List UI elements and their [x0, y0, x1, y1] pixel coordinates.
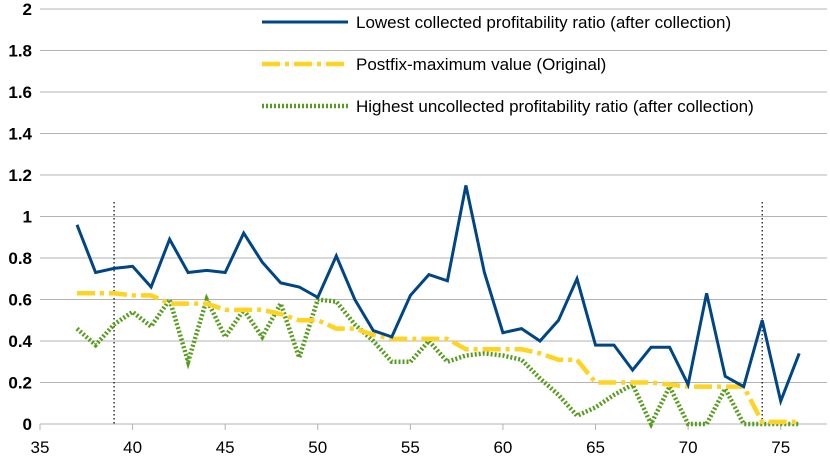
- series-line-2: [75, 293, 800, 430]
- y-tick-label-4: 0.8: [8, 249, 32, 268]
- x-tick-label-8: 75: [771, 438, 790, 457]
- legend-label-0: Lowest collected profitability ratio (af…: [356, 13, 731, 32]
- legend-label-2: Highest uncollected profitability ratio …: [356, 97, 754, 116]
- y-tick-label-5: 1: [23, 208, 32, 227]
- x-tick-label-2: 45: [216, 438, 235, 457]
- legend: Lowest collected profitability ratio (af…: [262, 13, 754, 116]
- y-tick-label-0: 0: [23, 415, 32, 434]
- y-tick-label-1: 0.2: [8, 374, 32, 393]
- y-tick-label-3: 0.6: [8, 291, 32, 310]
- series-line-1: [77, 291, 800, 425]
- legend-label-1: Postfix-maximum value (Original): [356, 55, 606, 74]
- vertical-markers: [113, 201, 763, 424]
- series-lines: [75, 185, 801, 430]
- series-line-0: [75, 185, 801, 407]
- x-tick-label-7: 70: [679, 438, 698, 457]
- grid-lines: [40, 8, 827, 383]
- x-tick-label-0: 35: [31, 438, 50, 457]
- y-tick-label-7: 1.4: [8, 125, 32, 144]
- x-tick-label-1: 40: [123, 438, 142, 457]
- y-tick-label-9: 1.8: [8, 42, 32, 61]
- x-tick-label-4: 55: [401, 438, 420, 457]
- y-tick-label-6: 1.2: [8, 166, 32, 185]
- x-tick-label-5: 60: [493, 438, 512, 457]
- x-tick-label-6: 65: [586, 438, 605, 457]
- y-tick-label-10: 2: [23, 0, 32, 19]
- y-tick-label-2: 0.4: [8, 332, 32, 351]
- y-tick-label-8: 1.6: [8, 83, 32, 102]
- axes: 0 0.2 0.4 0.6 0.8 1 1.2 1.4 1.6 1.8 2 35 40 45 50 55 60 6…: [8, 0, 827, 457]
- x-tick-label-3: 50: [308, 438, 327, 457]
